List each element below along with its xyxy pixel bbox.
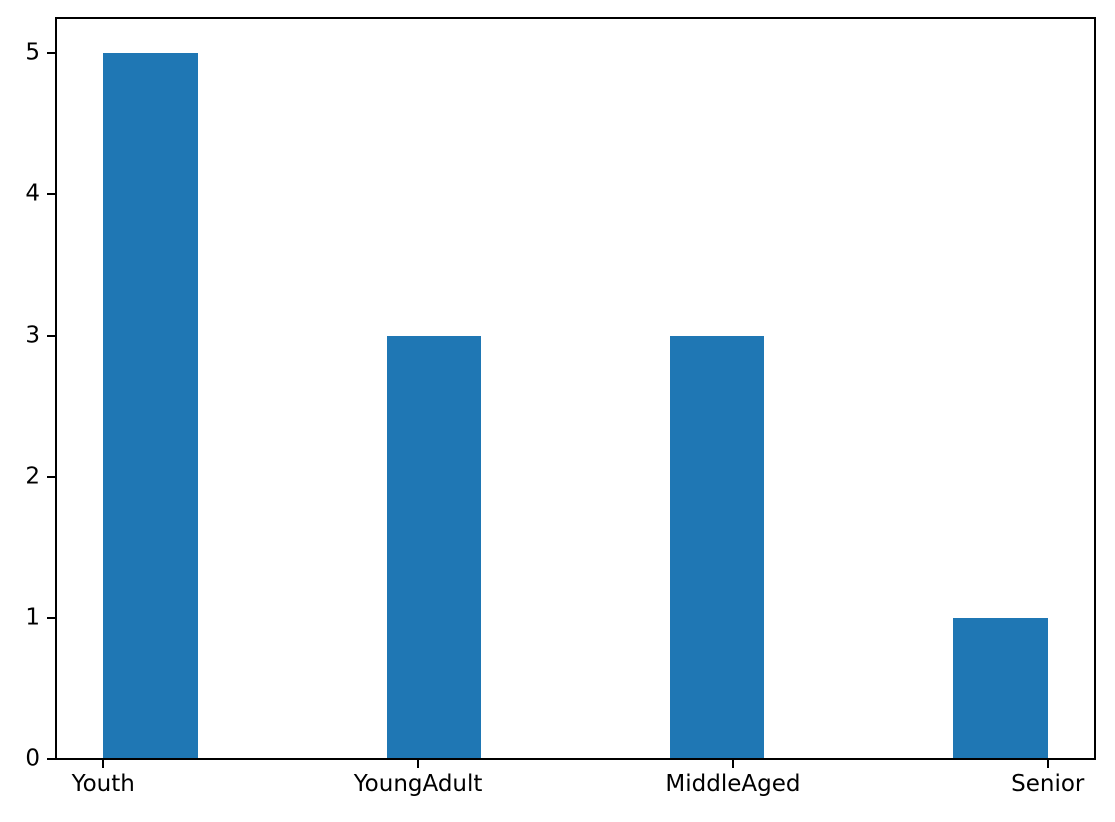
x-tick-label-middleaged: MiddleAged [665,771,801,797]
x-tick-mark-senior [1046,760,1049,768]
y-tick-label-2: 2 [25,463,40,490]
bar-middleaged [669,335,765,759]
y-tick-mark-1 [47,616,55,619]
bar-youth [103,53,198,759]
x-tick-mark-middleaged [731,760,734,768]
y-tick-mark-4 [47,193,55,196]
y-tick-label-0: 0 [25,745,40,772]
y-tick-mark-5 [47,52,55,55]
x-tick-mark-youth [102,760,105,768]
x-tick-label-youth: Youth [71,771,135,797]
y-tick-label-5: 5 [25,39,40,66]
bar-senior [953,617,1048,759]
y-tick-label-1: 1 [25,604,40,631]
x-tick-label-senior: Senior [1011,771,1085,797]
y-tick-label-3: 3 [25,322,40,349]
y-tick-mark-3 [47,334,55,337]
y-tick-mark-0 [47,758,55,760]
x-tick-label-youngadult: YoungAdult [353,771,483,797]
x-tick-mark-youngadult [417,760,420,768]
y-tick-label-4: 4 [25,180,40,207]
axes-spines [55,17,1096,760]
y-tick-mark-2 [47,475,55,478]
bar-youngadult [386,335,482,759]
